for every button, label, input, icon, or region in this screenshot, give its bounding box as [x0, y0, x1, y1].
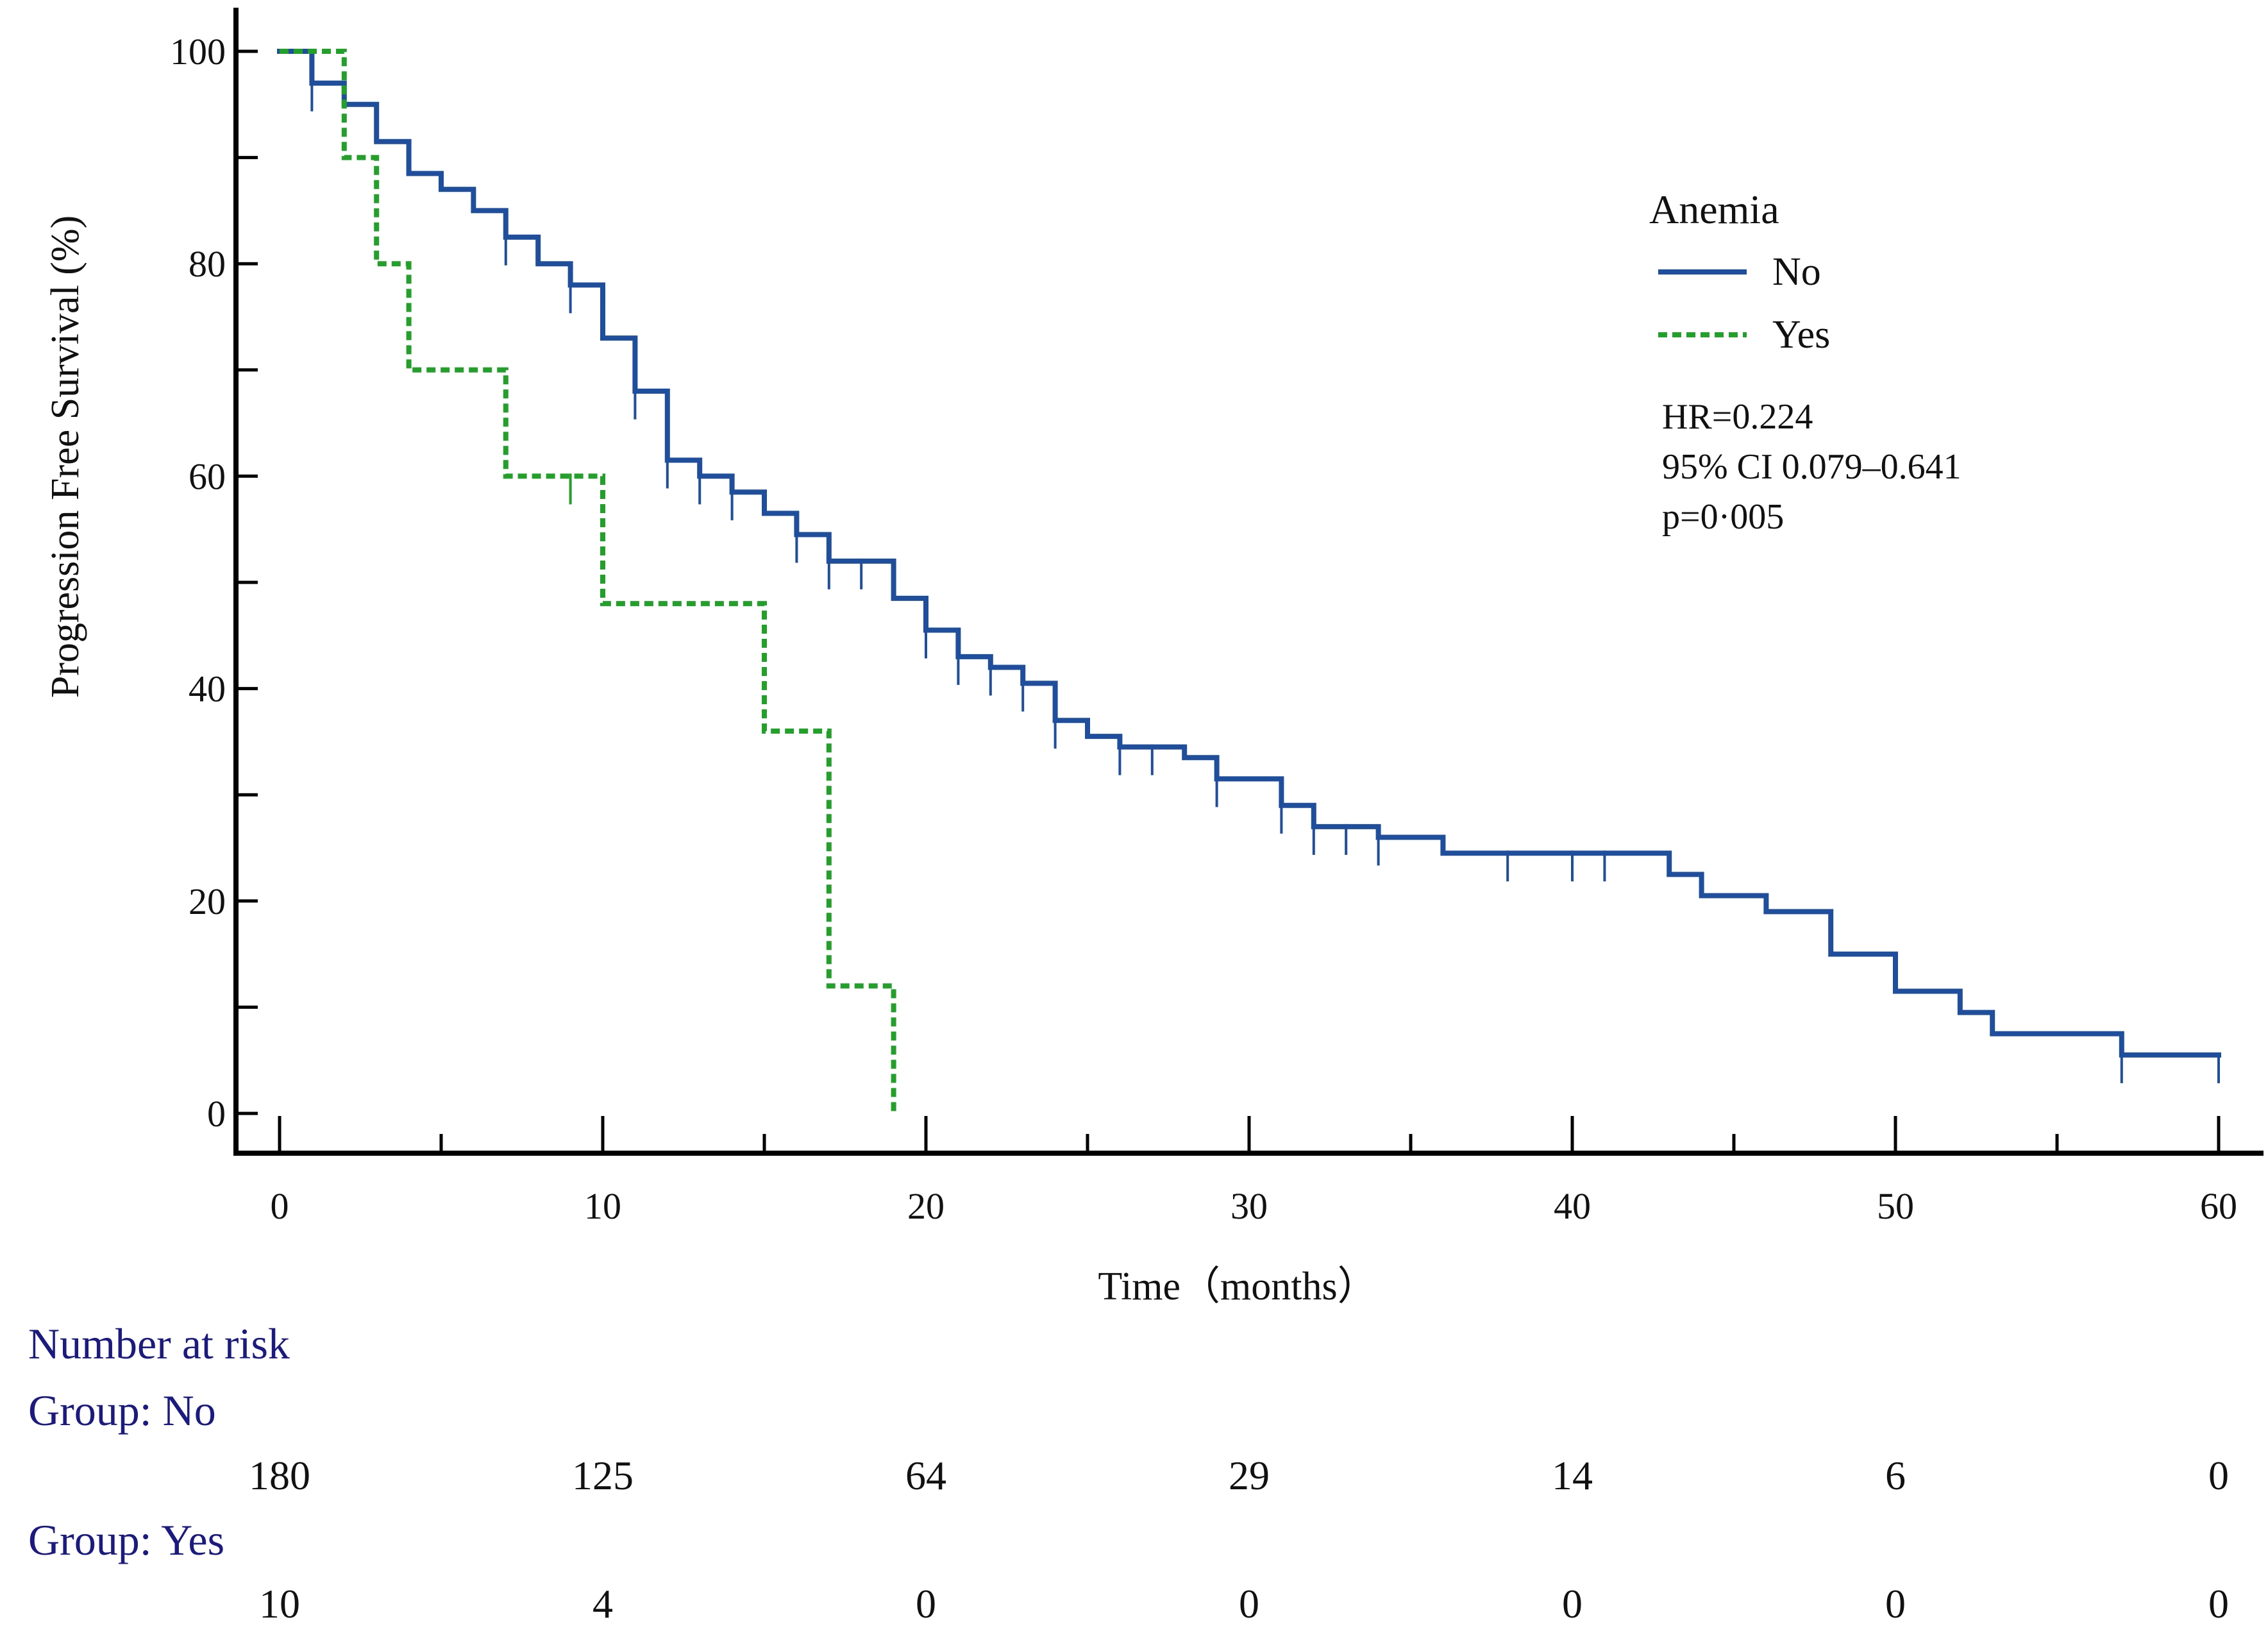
- x-tick-label: 60: [2200, 1185, 2237, 1227]
- y-tick-label: 100: [170, 31, 226, 72]
- risk-count: 14: [1552, 1453, 1593, 1498]
- legend-label-no: No: [1772, 250, 1821, 294]
- hazard-ratio-text: HR=0.224: [1662, 397, 1813, 437]
- y-tick-label: 0: [207, 1093, 226, 1135]
- x-tick-label: 0: [271, 1185, 289, 1227]
- risk-count: 0: [916, 1581, 936, 1627]
- y-tick-label: 60: [189, 455, 226, 497]
- axis-ticks: 0 20 40 60 80 100 0 10 20 30 40 50 60: [170, 31, 2237, 1227]
- x-tick-label: 40: [1554, 1185, 1591, 1227]
- risk-count: 10: [259, 1581, 300, 1627]
- y-tick-label: 20: [189, 881, 226, 922]
- axes: [233, 8, 2264, 1156]
- risk-count: 0: [2208, 1581, 2229, 1627]
- risk-table-heading: Number at risk: [28, 1319, 290, 1368]
- survival-curve-yes: [280, 49, 896, 1113]
- risk-count: 0: [1885, 1581, 1906, 1627]
- risk-count: 29: [1229, 1453, 1270, 1498]
- legend: Anemia No Yes: [1649, 187, 1830, 357]
- risk-count: 125: [572, 1453, 634, 1498]
- confidence-interval-text: 95% CI 0.079–0.641: [1662, 447, 1961, 487]
- x-tick-label: 10: [584, 1185, 621, 1227]
- risk-count: 64: [905, 1453, 946, 1498]
- y-axis-title: Progression Free Survival (%): [44, 215, 87, 698]
- y-tick-label: 80: [189, 243, 226, 285]
- x-tick-label: 50: [1877, 1185, 1914, 1227]
- x-tick-label: 30: [1231, 1185, 1268, 1227]
- risk-count: 0: [1562, 1581, 1583, 1627]
- risk-group-label-yes: Group: Yes: [28, 1516, 224, 1564]
- risk-count: 180: [249, 1453, 310, 1498]
- risk-count: 6: [1885, 1453, 1906, 1498]
- survival-curve-no: [277, 49, 2221, 1058]
- survival-curves: [277, 49, 2221, 1113]
- x-axis-title: Time（months）: [1098, 1265, 1377, 1308]
- number-at-risk-table: Number at risk Group: No Group: Yes 180 1…: [28, 1319, 2229, 1627]
- y-tick-label: 40: [189, 668, 226, 710]
- risk-count: 4: [592, 1581, 613, 1627]
- censor-marks: [310, 80, 2220, 1083]
- risk-group-label-no: Group: No: [28, 1386, 216, 1435]
- p-value-text: p=0·005: [1662, 497, 1784, 537]
- risk-row-no: 180 125 64 29 14 6 0: [249, 1453, 2229, 1498]
- stats-annotation: HR=0.224 95% CI 0.079–0.641 p=0·005: [1662, 397, 1961, 537]
- legend-title: Anemia: [1649, 187, 1779, 232]
- x-tick-label: 20: [907, 1185, 945, 1227]
- legend-label-yes: Yes: [1772, 313, 1830, 357]
- risk-row-yes: 10 4 0 0 0 0 0: [259, 1581, 2229, 1627]
- risk-count: 0: [1239, 1581, 1259, 1627]
- risk-count: 0: [2208, 1453, 2229, 1498]
